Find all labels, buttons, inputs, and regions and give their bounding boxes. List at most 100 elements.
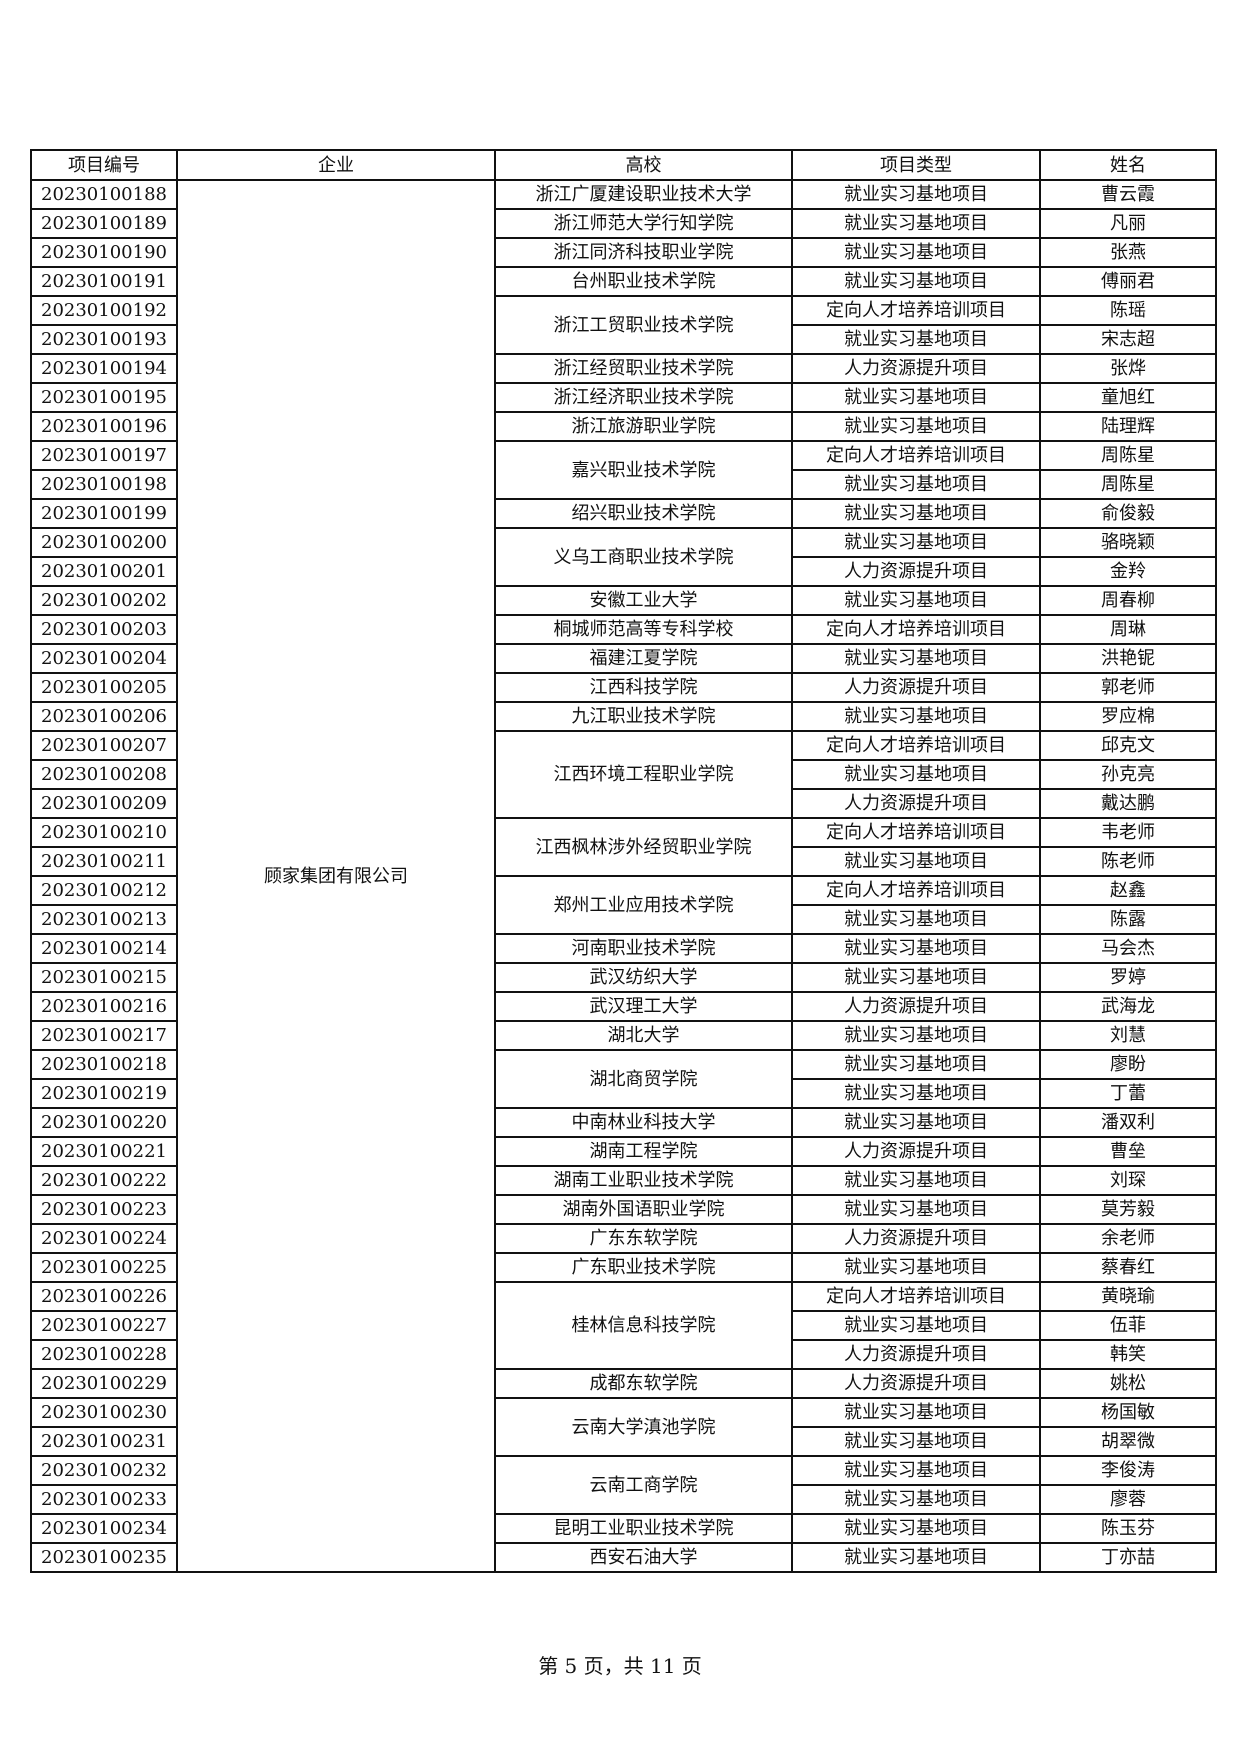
- table-row: 20230100228 人力资源提升项目 韩笑: [30, 1339, 1217, 1370]
- project-type-cell: 就业实习基地项目: [791, 1426, 1041, 1457]
- name-cell: 赵鑫: [1039, 875, 1217, 906]
- project-type-cell: 人力资源提升项目: [791, 991, 1041, 1022]
- table-row: 20230100226 桂林信息科技学院 定向人才培养培训项目 黄晓瑜: [30, 1281, 1217, 1370]
- project-type-cell: 就业实习基地项目: [791, 498, 1041, 529]
- name-cell: 曹云霞: [1039, 179, 1217, 210]
- project-id-cell: 20230100190: [30, 237, 178, 268]
- table-row: 20230100232 云南工商学院 就业实习基地项目 李俊涛: [30, 1455, 1217, 1515]
- project-id-cell: 20230100202: [30, 585, 178, 616]
- school-cell: 西安石油大学: [494, 1542, 793, 1573]
- project-id-cell: 20230100208: [30, 759, 178, 790]
- project-id-cell: 20230100191: [30, 266, 178, 297]
- project-id-cell: 20230100210: [30, 817, 178, 848]
- project-type-cell: 定向人才培养培训项目: [791, 295, 1041, 326]
- project-type-cell: 定向人才培养培训项目: [791, 614, 1041, 645]
- project-id-cell: 20230100214: [30, 933, 178, 964]
- table-body: 20230100188 顾家集团有限公司 浙江广厦建设职业技术大学 就业实习基地项目曹…: [30, 179, 1217, 1573]
- project-id-cell: 20230100220: [30, 1107, 178, 1138]
- name-cell: 童旭红: [1039, 382, 1217, 413]
- name-cell: 陈玉芬: [1039, 1513, 1217, 1544]
- table-row: 20230100201 人力资源提升项目 金羚: [30, 556, 1217, 587]
- name-cell: 宋志超: [1039, 324, 1217, 355]
- project-type-cell: 就业实习基地项目: [791, 237, 1041, 268]
- page-footer: 第 5 页，共 11 页: [538, 1654, 702, 1678]
- table-row: 20230100213 就业实习基地项目 陈露: [30, 904, 1217, 935]
- project-type-cell: 就业实习基地项目: [791, 1484, 1041, 1515]
- project-id-cell: 20230100233: [30, 1484, 178, 1515]
- project-table: 项目编号 企业 高校 项目类型 姓名 20230100188 顾家集团有限公司 浙江…: [30, 149, 1217, 1573]
- school-cell: 湖北大学: [494, 1020, 793, 1051]
- project-id-cell: 20230100199: [30, 498, 178, 529]
- project-id-cell: 20230100225: [30, 1252, 178, 1283]
- table-row: 20230100195 浙江经济职业技术学院 就业实习基地项目 童旭红: [30, 382, 1217, 413]
- table-row: 20230100217 湖北大学 就业实习基地项目 刘慧: [30, 1020, 1217, 1051]
- project-id-cell: 20230100206: [30, 701, 178, 732]
- table-row: 20230100215 武汉纺织大学 就业实习基地项目 罗婷: [30, 962, 1217, 993]
- table-row: 20230100205 江西科技学院 人力资源提升项目 郭老师: [30, 672, 1217, 703]
- project-type-cell: 就业实习基地项目: [791, 411, 1041, 442]
- project-id-cell: 20230100235: [30, 1542, 178, 1573]
- project-type-cell: 定向人才培养培训项目: [791, 875, 1041, 906]
- school-cell: 桂林信息科技学院: [494, 1281, 793, 1370]
- name-cell: 罗婷: [1039, 962, 1217, 993]
- table-row: 20230100216 武汉理工大学 人力资源提升项目 武海龙: [30, 991, 1217, 1022]
- project-id-cell: 20230100216: [30, 991, 178, 1022]
- project-type-cell: 就业实习基地项目: [791, 527, 1041, 558]
- table-row: 20230100219 就业实习基地项目 丁蕾: [30, 1078, 1217, 1109]
- project-id-cell: 20230100213: [30, 904, 178, 935]
- name-cell: 傅丽君: [1039, 266, 1217, 297]
- project-type-cell: 人力资源提升项目: [791, 788, 1041, 819]
- project-id-cell: 20230100211: [30, 846, 178, 877]
- school-cell: 成都东软学院: [494, 1368, 793, 1399]
- table-row: 20230100212 郑州工业应用技术学院 定向人才培养培训项目 赵鑫: [30, 875, 1217, 935]
- project-id-cell: 20230100198: [30, 469, 178, 500]
- project-id-cell: 20230100196: [30, 411, 178, 442]
- school-cell: 浙江广厦建设职业技术大学: [494, 179, 793, 210]
- school-cell: 安徽工业大学: [494, 585, 793, 616]
- project-id-cell: 20230100229: [30, 1368, 178, 1399]
- table-row: 20230100231 就业实习基地项目 胡翠微: [30, 1426, 1217, 1457]
- name-cell: 潘双利: [1039, 1107, 1217, 1138]
- project-type-cell: 就业实习基地项目: [791, 208, 1041, 239]
- school-cell: 福建江夏学院: [494, 643, 793, 674]
- project-type-cell: 就业实习基地项目: [791, 643, 1041, 674]
- name-cell: 罗应棉: [1039, 701, 1217, 732]
- school-cell: 江西科技学院: [494, 672, 793, 703]
- table-row: 20230100193 就业实习基地项目 宋志超: [30, 324, 1217, 355]
- project-id-cell: 20230100194: [30, 353, 178, 384]
- table-row: 20230100229 成都东软学院 人力资源提升项目 姚松: [30, 1368, 1217, 1399]
- name-cell: 马会杰: [1039, 933, 1217, 964]
- name-cell: 孙克亮: [1039, 759, 1217, 790]
- project-type-cell: 就业实习基地项目: [791, 1310, 1041, 1341]
- school-cell: 云南工商学院: [494, 1455, 793, 1515]
- project-type-cell: 就业实习基地项目: [791, 469, 1041, 500]
- name-cell: 韩笑: [1039, 1339, 1217, 1370]
- name-cell: 周春柳: [1039, 585, 1217, 616]
- project-type-cell: 就业实习基地项目: [791, 1078, 1041, 1109]
- project-type-cell: 人力资源提升项目: [791, 1339, 1041, 1370]
- project-type-cell: 就业实习基地项目: [791, 1020, 1041, 1051]
- project-id-cell: 20230100207: [30, 730, 178, 761]
- project-id-cell: 20230100234: [30, 1513, 178, 1544]
- name-cell: 曹垒: [1039, 1136, 1217, 1167]
- project-type-cell: 就业实习基地项目: [791, 1049, 1041, 1080]
- project-id-cell: 20230100217: [30, 1020, 178, 1051]
- project-id-cell: 20230100192: [30, 295, 178, 326]
- name-cell: 凡丽: [1039, 208, 1217, 239]
- project-type-cell: 就业实习基地项目: [791, 846, 1041, 877]
- school-cell: 郑州工业应用技术学院: [494, 875, 793, 935]
- project-type-cell: 人力资源提升项目: [791, 353, 1041, 384]
- school-cell: 江西枫林涉外经贸职业学院: [494, 817, 793, 877]
- name-cell: 张燕: [1039, 237, 1217, 268]
- header-project-type: 项目类型: [791, 149, 1041, 181]
- table-row: 20230100233 就业实习基地项目 廖蓉: [30, 1484, 1217, 1515]
- project-id-cell: 20230100228: [30, 1339, 178, 1370]
- project-id-cell: 20230100212: [30, 875, 178, 906]
- name-cell: 陈瑶: [1039, 295, 1217, 326]
- project-type-cell: 就业实习基地项目: [791, 382, 1041, 413]
- project-type-cell: 人力资源提升项目: [791, 556, 1041, 587]
- school-cell: 浙江经贸职业技术学院: [494, 353, 793, 384]
- school-cell: 湖南工业职业技术学院: [494, 1165, 793, 1196]
- table-row: 20230100204 福建江夏学院 就业实习基地项目 洪艳铌: [30, 643, 1217, 674]
- project-id-cell: 20230100222: [30, 1165, 178, 1196]
